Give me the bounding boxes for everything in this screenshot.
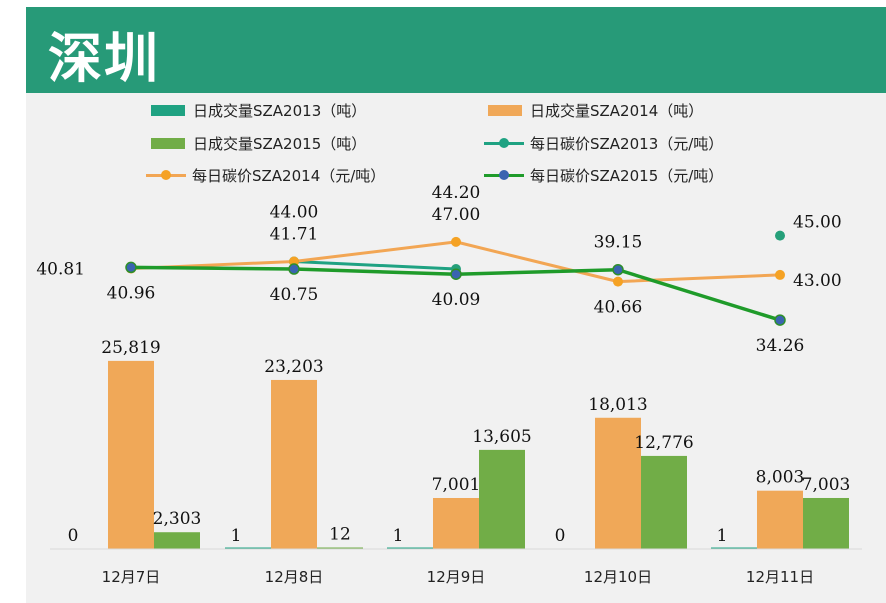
page-title: 深圳 bbox=[48, 27, 160, 90]
bar-data-label: 7,003 bbox=[802, 475, 851, 495]
x-tick-label: 12月10日 bbox=[584, 568, 652, 586]
series-line-segment bbox=[292, 267, 458, 276]
legend-label: 每日碳价SZA2015（元/吨） bbox=[530, 166, 724, 185]
x-tick-label: 12月9日 bbox=[427, 568, 486, 586]
bar-data-label: 7,001 bbox=[432, 475, 481, 495]
legend-swatch bbox=[484, 167, 524, 183]
bar bbox=[641, 455, 687, 549]
line-point bbox=[288, 263, 300, 275]
bar bbox=[317, 547, 363, 549]
bar-data-label: 1 bbox=[231, 526, 242, 546]
x-tick-label: 12月11日 bbox=[746, 568, 814, 586]
line-point bbox=[451, 236, 461, 247]
legend-swatch bbox=[151, 137, 185, 149]
bar-data-label: 8,003 bbox=[756, 468, 805, 488]
legend-swatch bbox=[488, 104, 522, 116]
bar bbox=[271, 379, 317, 549]
bar-data-label: 1 bbox=[393, 526, 404, 546]
series-line-segment bbox=[292, 240, 458, 263]
line-point bbox=[125, 261, 137, 274]
legend-item-price-2013: 每日碳价SZA2013（元/吨） bbox=[484, 131, 723, 155]
bar bbox=[595, 417, 641, 549]
chart-legend: 日成交量SZA2013（吨） 日成交量SZA2014（吨） 日成交量SZA201… bbox=[26, 93, 886, 193]
bar bbox=[479, 449, 525, 549]
bar-data-label: 1 bbox=[717, 526, 728, 546]
line-data-label: 45.00 bbox=[793, 213, 842, 233]
bar-data-label: 23,203 bbox=[264, 357, 323, 377]
series-line-segment bbox=[454, 267, 620, 276]
bar bbox=[803, 497, 849, 549]
series-line-segment bbox=[454, 240, 620, 284]
legend-label: 日成交量SZA2015（吨） bbox=[193, 134, 367, 153]
bar-data-label: 25,819 bbox=[101, 338, 160, 358]
legend-item-volume-2013: 日成交量SZA2013（吨） bbox=[151, 98, 366, 122]
x-tick-label: 12月8日 bbox=[265, 568, 324, 586]
line-data-label: 40.81 bbox=[36, 260, 85, 280]
legend-swatch bbox=[146, 167, 186, 183]
line-data-label: 47.00 bbox=[432, 205, 481, 225]
bar bbox=[433, 497, 479, 549]
line-point bbox=[775, 230, 785, 241]
bar-data-label: 18,013 bbox=[588, 395, 647, 415]
bar-data-label: 2,303 bbox=[153, 509, 202, 529]
series-line-segment bbox=[616, 267, 782, 322]
bar-data-label: 12,776 bbox=[634, 433, 693, 453]
bar bbox=[225, 547, 271, 549]
line-data-label: 41.71 bbox=[270, 224, 319, 244]
bar bbox=[108, 360, 154, 549]
bar-data-label: 13,605 bbox=[472, 427, 531, 447]
header-banner: 深圳 bbox=[26, 7, 886, 93]
line-data-label: 44.20 bbox=[432, 183, 481, 203]
legend-item-price-2014: 每日碳价SZA2014（元/吨） bbox=[146, 163, 385, 187]
legend-item-price-2015: 每日碳价SZA2015（元/吨） bbox=[484, 163, 723, 187]
bar-data-label: 12 bbox=[329, 525, 351, 545]
legend-label: 日成交量SZA2013（吨） bbox=[193, 101, 367, 120]
bar-data-label: 0 bbox=[68, 526, 79, 546]
legend-label: 每日碳价SZA2014（元/吨） bbox=[192, 166, 386, 185]
series-line-segment bbox=[616, 273, 782, 284]
line-data-label: 43.00 bbox=[793, 271, 842, 291]
line-data-label: 34.26 bbox=[756, 336, 805, 356]
series-line-segment bbox=[292, 259, 458, 271]
line-point bbox=[774, 314, 786, 326]
line-point bbox=[613, 276, 623, 287]
line-point bbox=[775, 269, 785, 280]
x-tick-label: 12月7日 bbox=[102, 568, 161, 586]
legend-label: 日成交量SZA2014（吨） bbox=[530, 101, 704, 120]
bar-data-label: 0 bbox=[555, 526, 566, 546]
line-point bbox=[612, 263, 624, 276]
legend-swatch bbox=[151, 104, 185, 116]
line-data-label: 40.66 bbox=[594, 298, 643, 318]
line-data-label: 40.09 bbox=[432, 290, 481, 310]
line-data-label: 40.96 bbox=[107, 283, 156, 303]
bar bbox=[387, 547, 433, 549]
legend-item-volume-2014: 日成交量SZA2014（吨） bbox=[488, 98, 703, 122]
line-data-label: 44.00 bbox=[270, 202, 319, 222]
line-data-label: 40.75 bbox=[270, 285, 319, 305]
series-line-segment bbox=[129, 265, 296, 271]
legend-swatch bbox=[484, 135, 524, 151]
line-data-label: 39.15 bbox=[594, 233, 643, 253]
bar bbox=[757, 490, 803, 549]
bar bbox=[154, 532, 200, 549]
legend-label: 每日碳价SZA2013（元/吨） bbox=[530, 134, 724, 153]
line-point bbox=[450, 268, 462, 280]
legend-item-volume-2015: 日成交量SZA2015（吨） bbox=[151, 131, 366, 155]
bar bbox=[711, 547, 757, 549]
